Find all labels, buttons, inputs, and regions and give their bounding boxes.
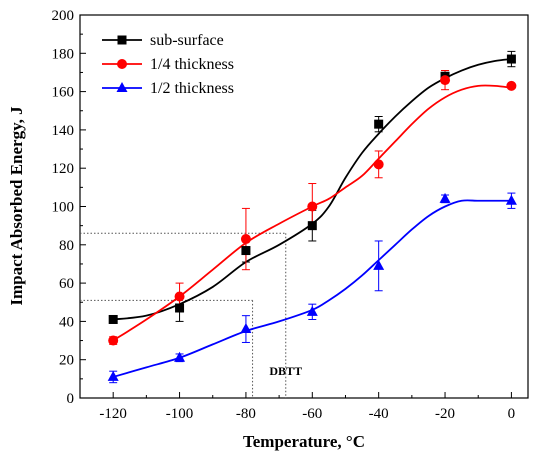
data-point [306,305,318,316]
data-point [240,234,251,245]
data-point [505,194,517,205]
plot-frame [79,14,529,399]
x-tick-label: -40 [369,406,389,422]
legend-label: 1/2 thickness [150,80,234,97]
y-axis-ticks: 0 20 40 60 80 100 120 140 160 180 200 [52,8,86,407]
y-tick-label: 140 [52,123,75,139]
reference-lines [80,232,287,398]
data-point [307,201,318,212]
data-point [174,291,185,302]
data-point [440,75,451,86]
y-axis-title: Impact Absorbed Energy, J [7,106,26,306]
x-axis-ticks: -120 -100 -80 -60 -40 -20 0 [99,392,515,422]
data-point [108,314,118,324]
y-tick-label: 200 [52,8,75,24]
data-point [175,303,185,313]
x-tick-label: -100 [166,406,194,422]
series-line [112,84,512,342]
fit-curves [112,58,512,378]
x-tick-label: -120 [99,406,127,422]
y-tick-label: 120 [52,161,75,177]
y-tick-label: 0 [67,391,75,407]
y-tick-label: 20 [59,353,74,369]
x-axis-title: Temperature, °C [243,432,365,451]
data-point [373,259,385,270]
data-point [108,335,119,346]
y-tick-label: 60 [59,276,74,292]
x-tick-label: -60 [302,406,322,422]
legend-marker [117,59,127,69]
legend-marker [117,35,127,45]
legend-marker [116,82,128,92]
legend-label: sub-surface [150,32,224,49]
x-tick-label: -20 [435,406,455,422]
data-point [506,80,517,91]
data-point [241,246,251,256]
data-point [374,119,384,129]
dbtt-annotation: DBTT [269,364,302,378]
series-line [112,199,512,378]
data-point [373,159,384,170]
y-tick-label: 40 [59,314,74,330]
data-point [107,370,119,381]
data-point [506,54,516,64]
legend: sub-surface 1/4 thickness 1/2 thickness [102,32,234,97]
data-point [240,323,252,334]
y-tick-label: 100 [52,200,75,216]
x-tick-label: 0 [508,406,516,422]
data-point [174,351,186,362]
y-tick-label: 180 [52,46,75,62]
data-point [439,192,451,203]
y-tick-label: 80 [59,238,74,254]
legend-label: 1/4 thickness [150,56,234,73]
series-line [113,58,512,321]
x-tick-label: -80 [236,406,256,422]
data-point [307,221,317,231]
data-markers [107,54,517,381]
plot-area: -120 -100 -80 -60 -40 -20 0 0 20 40 60 80 100 120 140… [52,8,529,422]
y-tick-label: 160 [52,85,75,101]
error-bars [109,50,516,384]
